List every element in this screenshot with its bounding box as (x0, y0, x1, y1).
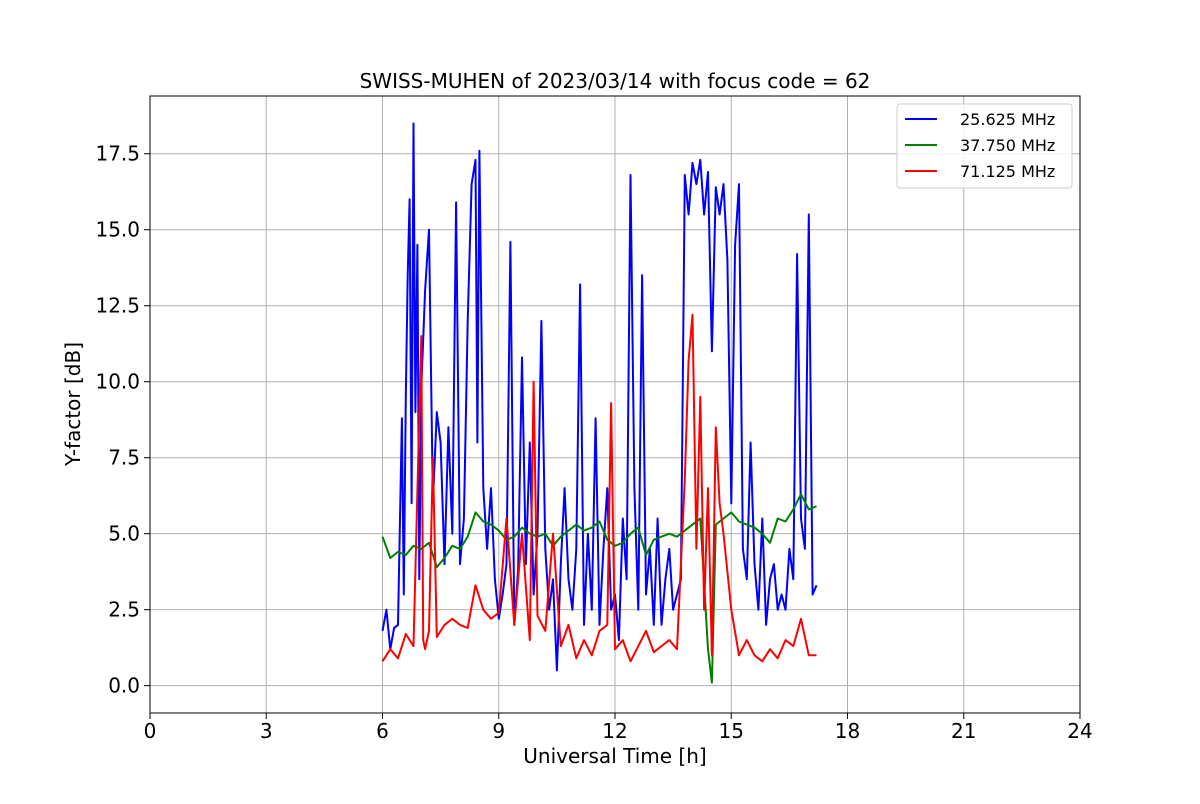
series-line-2 (381, 493, 817, 684)
y-axis-label: Y-factor [dB] (61, 342, 85, 467)
y-tick-label: 15.0 (95, 218, 140, 242)
x-tick-label: 15 (719, 719, 744, 743)
series-line-1 (381, 122, 818, 672)
legend-box (896, 103, 1073, 189)
x-tick-label: 0 (144, 719, 157, 743)
series-line-3 (381, 313, 817, 663)
y-tick-label: 2.5 (108, 598, 140, 622)
x-tick-label: 12 (602, 719, 627, 743)
x-axis-label: Universal Time [h] (523, 744, 706, 768)
y-tick-label: 10.0 (95, 370, 140, 394)
tick-layer: 0 3 6 9 12 15 18 21 24 0.0 2.5 5.0 7.5 10.0 12.5 15.0 17… (95, 142, 1092, 743)
y-tick-label: 17.5 (95, 142, 140, 166)
y-tick-label: 12.5 (95, 294, 140, 318)
y-tick-label: 5.0 (108, 522, 140, 546)
y-tick-label: 7.5 (108, 446, 140, 470)
series-layer (381, 122, 818, 684)
x-tick-label: 18 (835, 719, 860, 743)
legend-label-1: 25.625 MHz (960, 110, 1055, 129)
legend-label-2: 37.750 MHz (960, 136, 1055, 155)
x-tick-label: 21 (951, 719, 976, 743)
x-tick-label: 24 (1067, 719, 1092, 743)
x-tick-label: 9 (492, 719, 505, 743)
chart-title: SWISS-MUHEN of 2023/03/14 with focus cod… (360, 69, 871, 93)
legend-label-3: 71.125 MHz (960, 162, 1055, 181)
legend: 25.625 MHz 37.750 MHz 71.125 MHz (896, 103, 1073, 189)
x-tick-label: 6 (376, 719, 389, 743)
y-tick-label: 0.0 (108, 674, 140, 698)
x-tick-label: 3 (260, 719, 273, 743)
